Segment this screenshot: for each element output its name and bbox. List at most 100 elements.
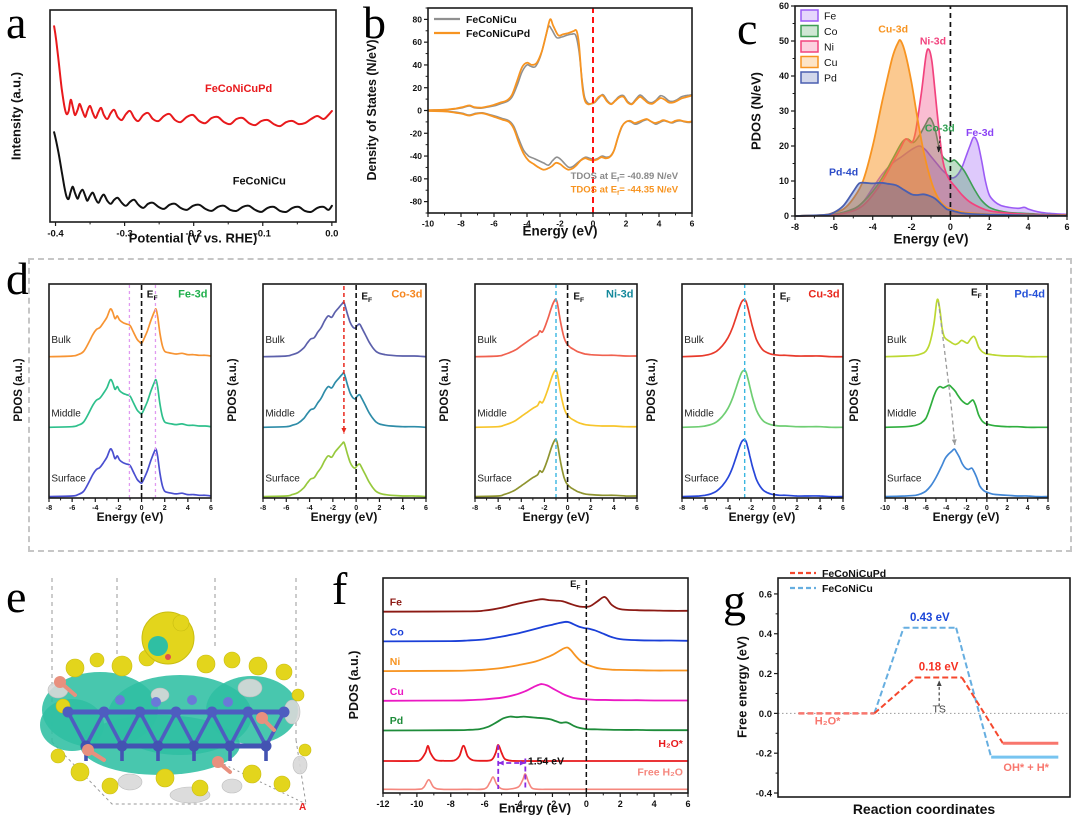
annotation-text: Ni [390,656,401,668]
arrow-head [341,427,347,434]
annotation-text: FeCoNiCuPd [466,28,530,40]
panel-d4-xlabel: Energy (eV) [728,510,796,524]
annotation-text: 20 [779,141,789,151]
annotation-text: 80 [413,14,423,24]
panel-c-chart: Cu-3d Ni-3d Co-3d Fe-3d Pd-4d Fe Co Ni Cu Pd -8 -6 -… [779,1,1070,232]
metal-atom [242,706,254,718]
series-group [263,301,426,498]
series-FeCoNiCu [53,131,333,214]
annotation-text: TDOS at Ef= -40.89 N/eV [571,171,679,184]
panel-a-xlabel: Potential (V vs. RHE) [128,230,258,246]
annotation-text: -2 [330,505,336,512]
series-Bulk [263,301,426,358]
metal-atom [206,706,218,718]
cell-corner-label: A [299,802,306,813]
annotation-text: -4 [92,505,98,512]
annotation-text: -0.2 [186,229,202,240]
annotation-text: 0 [948,222,953,232]
annotation-text: 2 [618,799,623,809]
isosurface-positive [50,748,66,764]
annotation-text: 0.43 eV [910,612,950,624]
dopant-atom [212,756,224,768]
structure-group: A [40,578,312,813]
annotation-text: Fe-3d [966,127,994,139]
annotation-text: Bulk [684,335,704,346]
series-Free H2O [383,773,688,791]
metal-atom [62,706,74,718]
axes: -0.4 -0.3 -0.2 -0.1 0.0 [47,9,338,240]
isosurface-positive [273,775,291,793]
series-Middle [885,384,1048,429]
series-group [53,25,333,214]
annotation-text: -6 [490,219,498,229]
annotation-text: Co [390,626,404,638]
series-fill-Co [795,117,1067,216]
arrow-head [519,760,526,766]
panel-d2-xlabel: Energy (eV) [310,510,378,524]
annotation-text: -4 [515,799,523,809]
annotation-text: EF [573,292,584,305]
annotation-text: 4 [652,799,657,809]
isosurface-positive [101,777,119,795]
metal-atom [188,740,200,752]
annotation-text: Pd-4d [829,166,858,178]
metal-atom [223,697,233,707]
panel-d1-chart: Bulk Middle Surface EF Fe-3d -8 -6 -4 -2 0 2 4 6 [46,283,213,512]
series-fill-Pd [795,182,1067,216]
panel-f-letter: f [332,563,348,614]
panel-e-letter: e [6,571,27,622]
isosurface-positive [155,768,175,788]
annotation-text: -0.4 [756,788,773,799]
annotation-text: 2 [1005,505,1009,512]
annotation-text: 0.18 eV [919,662,959,674]
series-Middle [475,369,637,429]
annotation-text: 0.0 [759,709,772,720]
series-group [383,596,688,791]
overlay-group: Fe Co Ni Cu Pd H₂O* Free H₂O EF 1.54 eV [390,578,684,793]
annotation-text: Bulk [51,335,71,346]
legend-swatch-Cu [800,55,819,69]
annotation-text: FeCoNiCu [466,14,517,26]
overlay-group: Bulk Middle Surface EF Co-3d [265,284,423,498]
annotation-text: Ni [824,42,834,54]
panel-c-xlabel: Energy (eV) [893,231,969,247]
annotation-text: FeCoNiCuPd [205,83,272,95]
annotation-text: 0.2 [759,669,772,680]
annotation-text: Middle [684,408,714,419]
series-Bulk [49,308,211,358]
annotation-text: FeCoNiCuPd [822,568,886,580]
annotation-text: Co-3d [925,122,955,134]
series-FeCoNiCuPd-down [428,109,692,171]
panel-g-letter: g [723,575,746,626]
adsorbate-lobe [172,614,190,632]
annotation-text: 0 [584,799,589,809]
annotation-text: EF [971,288,982,301]
legend-swatch-Fe [800,9,819,22]
annotation-text: 4 [1026,222,1031,232]
series-group [795,38,1067,217]
legend: Fe Co Ni Cu Pd [800,9,838,85]
axes: -8 -6 -4 -2 0 2 4 6 [260,283,428,512]
annotation-text: -0.1 [255,229,272,240]
annotation-text: 4 [401,505,405,512]
annotation-text: -8 [679,505,685,512]
metal-bond-diag [192,711,214,747]
annotation-text: Surface [477,474,512,485]
annotation-text: H₂O* [815,715,841,727]
isosurface-positive [89,652,105,668]
annotation-text: Middle [477,408,507,419]
annotation-text: -10 [880,505,890,512]
panel-b-letter: b [363,0,386,48]
annotation-text: Free H₂O [637,766,683,778]
series-H2O* [383,744,688,762]
panel-a-chart: FeCoNiCuPd FeCoNiCu -0.4 -0.3 -0.2 -0.1 0.0 [47,9,338,240]
annotation-text: 2 [163,505,167,512]
isosurface-positive [65,658,85,678]
isosurface-positive [242,764,262,784]
annotation-text: 40 [413,60,423,70]
metal-atom [116,740,128,752]
annotation-text: FeCoNiCu [822,583,873,595]
annotation-text: 0 [772,505,776,512]
